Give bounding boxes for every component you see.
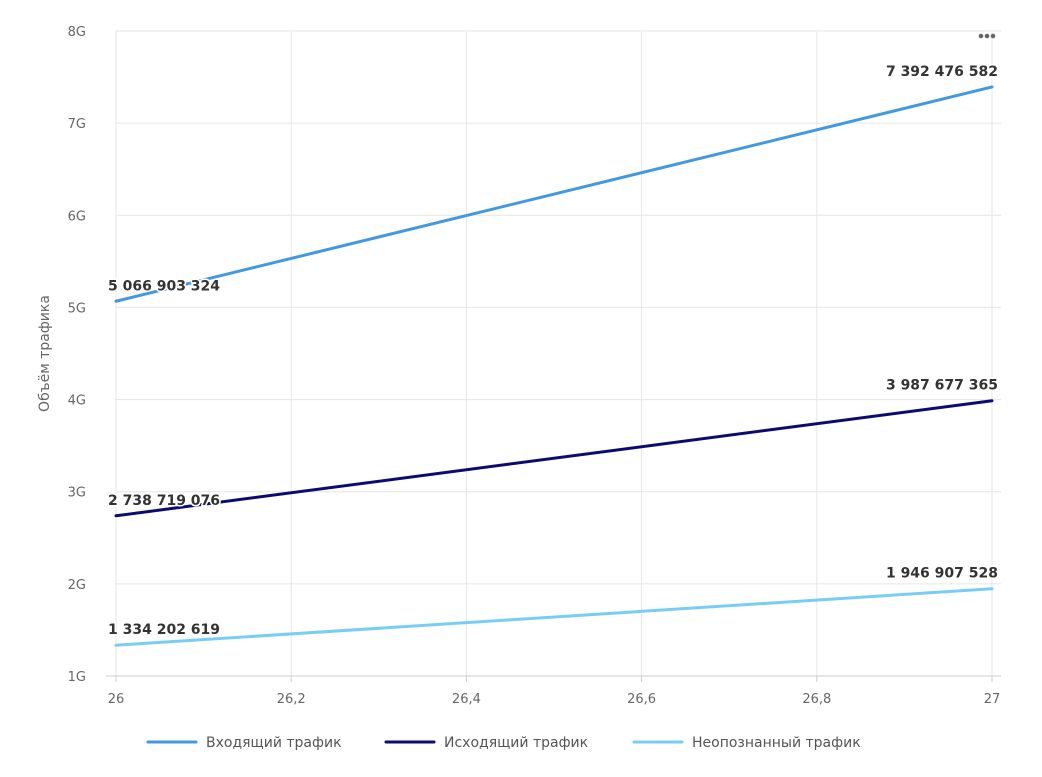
- data-label: 5 066 903 324: [108, 278, 220, 294]
- y-tick-label: 5G: [68, 301, 86, 316]
- legend-item-3[interactable]: Неопознанный трафик: [632, 735, 861, 751]
- axes: 1G 2G 3G 4G 5G 6G 7G 8G 26 26,2 26,4 26,6 26,8 27 Объё…: [37, 25, 1001, 707]
- y-tick-label: 7G: [68, 117, 86, 132]
- y-axis-title: Объём трафика: [37, 295, 53, 412]
- y-tick-label: 4G: [68, 394, 86, 409]
- x-tick-label: 27: [984, 692, 1001, 707]
- data-label: 1 946 907 528: [886, 566, 998, 582]
- legend-label: Входящий трафик: [206, 735, 342, 751]
- x-tick-label: 26: [108, 692, 125, 707]
- more-horizontal-icon[interactable]: [978, 33, 996, 39]
- y-tick-label: 6G: [68, 209, 86, 224]
- series-line-3: [114, 587, 994, 647]
- y-tick-label: 1G: [68, 670, 86, 685]
- series-line-1: [114, 85, 994, 303]
- data-label: 2 738 719 076: [108, 493, 220, 509]
- legend[interactable]: Входящий трафик Исходящий трафик Неопознан…: [146, 735, 861, 751]
- x-tick-label: 26,4: [452, 692, 481, 707]
- data-labels: 5 066 903 324 7 392 476 582 2 738 719 076 3…: [107, 62, 1000, 639]
- legend-label: Неопознанный трафик: [692, 735, 861, 751]
- x-tick-label: 26,2: [277, 692, 306, 707]
- legend-label: Исходящий трафик: [444, 735, 588, 751]
- data-label: 3 987 677 365: [886, 378, 998, 394]
- grid: [115, 30, 1001, 677]
- y-tick-label: 8G: [68, 25, 86, 40]
- x-tick-label: 26,8: [802, 692, 831, 707]
- legend-item-2[interactable]: Исходящий трафик: [384, 735, 588, 751]
- y-tick-label: 2G: [68, 578, 86, 593]
- data-label: 7 392 476 582: [886, 64, 998, 80]
- legend-item-1[interactable]: Входящий трафик: [146, 735, 342, 751]
- x-tick-label: 26,6: [627, 692, 656, 707]
- y-tick-label: 3G: [68, 486, 86, 501]
- series: [114, 85, 994, 647]
- data-label: 1 334 202 619: [108, 622, 220, 638]
- chart-menu-button[interactable]: [970, 26, 1004, 46]
- series-line-2: [114, 399, 994, 518]
